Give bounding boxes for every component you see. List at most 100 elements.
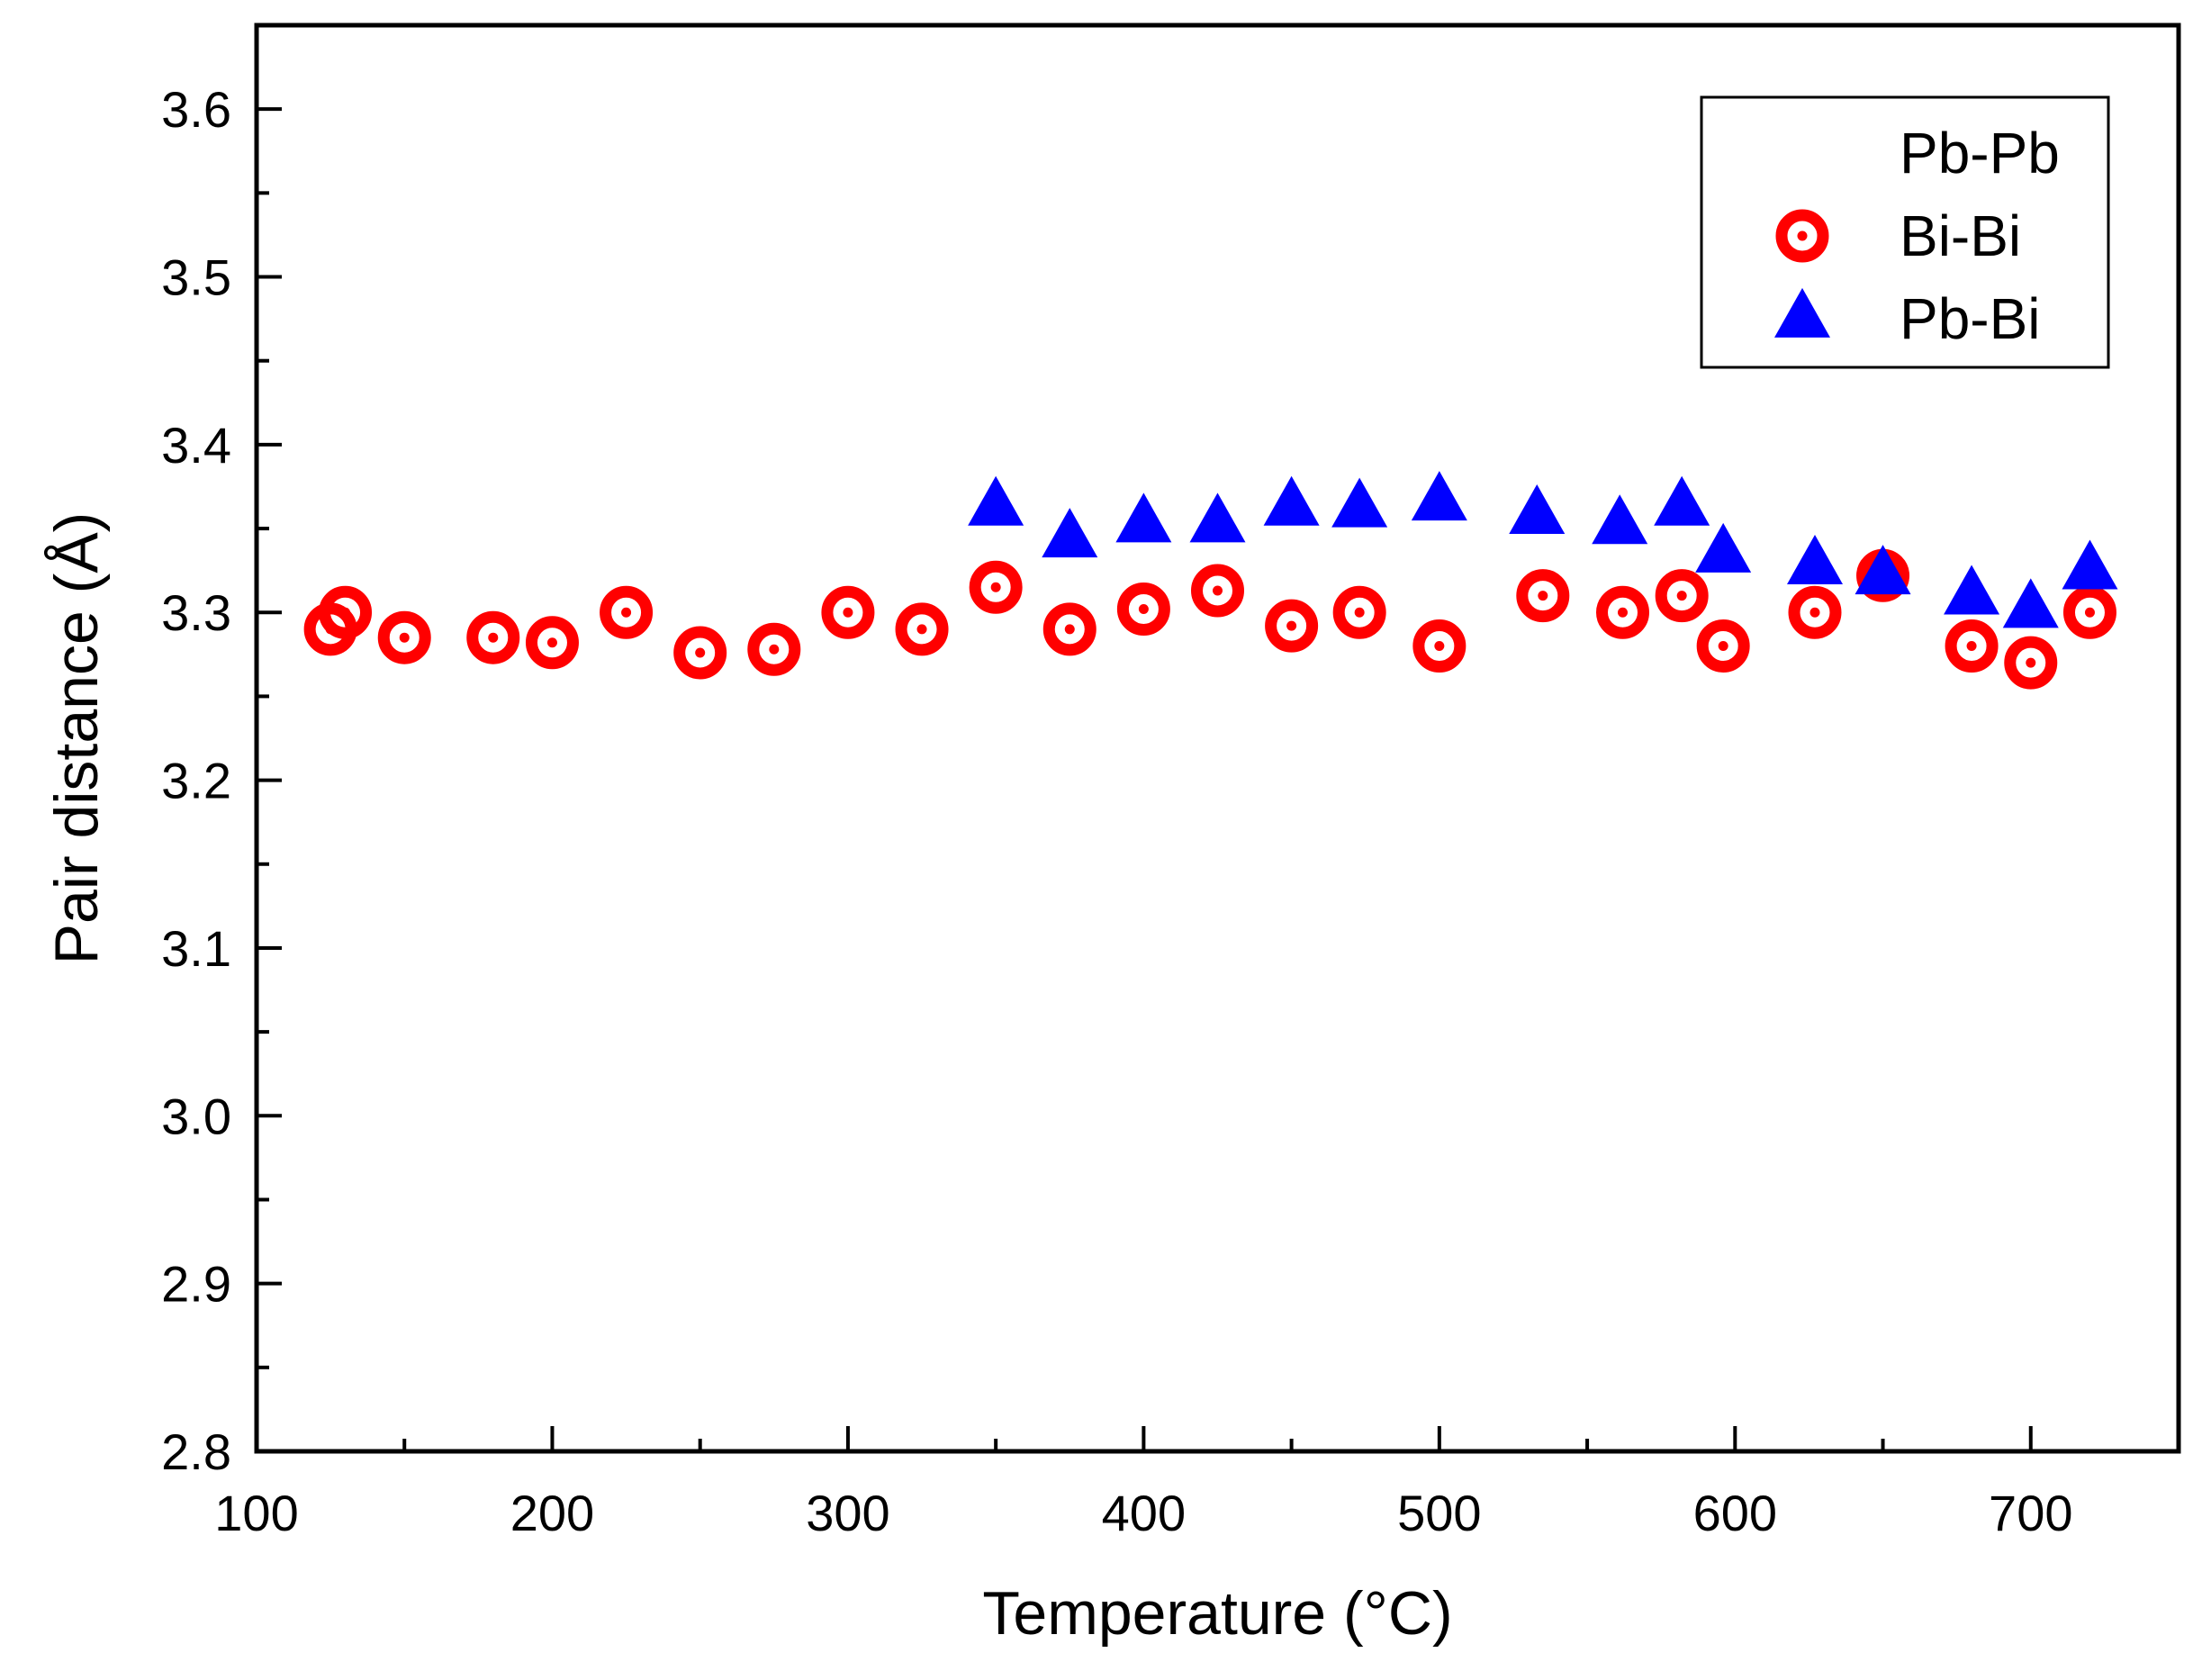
y-tick-label: 3.4 — [161, 417, 231, 474]
ring-outer — [377, 610, 431, 664]
point-bi-bi — [1945, 619, 1999, 673]
legend-label-bi-bi: Bi-Bi — [1900, 203, 2021, 268]
ring-dot — [2026, 657, 2036, 668]
point-bi-bi — [525, 616, 579, 670]
point-bi-bi — [1042, 602, 1096, 656]
point-bi-bi — [466, 610, 520, 664]
point-bi-bi — [1696, 619, 1750, 673]
ring-dot — [1434, 641, 1445, 652]
ring-dot — [916, 624, 927, 635]
y-tick-label: 3.0 — [161, 1088, 231, 1144]
ring-outer — [600, 585, 654, 639]
ring-outer — [1516, 569, 1570, 623]
point-pb-bi — [1592, 494, 1648, 545]
point-bi-bi — [2004, 636, 2058, 690]
ring-dot — [1966, 641, 1977, 652]
ring-outer — [1265, 599, 1319, 653]
ring-outer — [2004, 636, 2058, 690]
legend-label-pb-bi: Pb-Bi — [1900, 286, 2041, 351]
point-bi-bi — [1516, 569, 1570, 623]
ring-outer — [1655, 569, 1709, 623]
y-tick-label: 2.9 — [161, 1256, 231, 1313]
point-pb-bi — [1115, 492, 1172, 543]
point-bi-bi — [673, 626, 727, 680]
ring-dot — [695, 647, 706, 658]
ring-outer — [1412, 619, 1466, 673]
point-bi-bi — [1655, 569, 1709, 623]
point-bi-bi — [821, 585, 875, 639]
ring-outer — [1332, 585, 1386, 639]
ring-outer — [969, 560, 1023, 614]
ring-dot — [1213, 585, 1223, 596]
ring-outer — [1945, 619, 1999, 673]
point-bi-bi — [319, 585, 373, 639]
series-pb-bi — [968, 471, 2118, 628]
ring-outer — [673, 626, 727, 680]
y-tick-label: 3.3 — [161, 584, 231, 641]
y-tick-label: 3.6 — [161, 81, 231, 138]
point-pb-bi — [1189, 492, 1246, 543]
ring-dot — [1138, 604, 1149, 615]
ring-dot — [399, 632, 410, 643]
ring-dot — [1617, 607, 1628, 618]
legend-symbol-bi-bi — [1775, 209, 1829, 263]
x-tick-label: 600 — [1693, 1485, 1777, 1541]
ring-outer — [1696, 619, 1750, 673]
ring-dot — [546, 637, 557, 648]
x-tick-label: 300 — [806, 1485, 889, 1541]
ring-dot — [621, 607, 632, 618]
point-pb-bi — [1331, 477, 1388, 528]
point-pb-bi — [968, 475, 1024, 526]
y-axis-title: Pair distance (Å) — [42, 512, 111, 965]
ring-dot — [843, 607, 853, 618]
ring-outer — [1191, 564, 1244, 618]
ring-outer — [466, 610, 520, 664]
point-pb-bi — [1263, 475, 1320, 526]
point-bi-bi — [600, 585, 654, 639]
ring-dot — [769, 644, 780, 655]
ring-dot — [1676, 591, 1687, 601]
x-tick-label: 500 — [1397, 1485, 1481, 1541]
y-tick-label: 3.2 — [161, 753, 231, 809]
ring-outer — [1595, 585, 1649, 639]
y-tick-label: 3.1 — [161, 920, 231, 977]
legend-box — [1700, 95, 2110, 369]
ring-dot — [2084, 607, 2095, 618]
ring-outer — [1116, 583, 1170, 637]
x-tick-label: 100 — [214, 1485, 298, 1541]
ring-dot — [1809, 607, 1820, 618]
point-pb-bi — [1855, 545, 1911, 595]
point-bi-bi — [895, 602, 949, 656]
x-axis-title: Temperature (°C) — [982, 1579, 1452, 1648]
ring-dot — [1064, 624, 1075, 635]
point-bi-bi — [747, 622, 801, 676]
point-pb-bi — [1654, 475, 1710, 526]
y-tick-label: 2.8 — [161, 1423, 231, 1480]
point-pb-bi — [2002, 578, 2059, 628]
ring-outer — [1042, 602, 1096, 656]
point-pb-bi — [1042, 508, 1098, 558]
x-tick-label: 700 — [1989, 1485, 2072, 1541]
x-tick-label: 400 — [1102, 1485, 1186, 1541]
y-tick-label: 3.5 — [161, 249, 231, 306]
point-bi-bi — [1595, 585, 1649, 639]
point-bi-bi — [1116, 583, 1170, 637]
point-bi-bi — [1332, 585, 1386, 639]
ring-dot — [1538, 591, 1548, 601]
ring-dot — [1797, 230, 1808, 241]
ring-dot — [488, 632, 499, 643]
point-pb-bi — [1786, 534, 1843, 584]
legend-symbol-pb-bi — [1774, 287, 1830, 338]
plot-frame — [254, 23, 2181, 1454]
point-bi-bi — [1265, 599, 1319, 653]
point-pb-bi — [1944, 565, 2000, 615]
point-bi-bi — [1191, 564, 1244, 618]
point-pb-bi — [2062, 539, 2118, 590]
point-pb-bi — [1695, 522, 1752, 573]
legend-label-pb-pb: Pb-Pb — [1900, 121, 2060, 185]
point-bi-bi — [969, 560, 1023, 614]
x-tick-label: 200 — [510, 1485, 594, 1541]
ring-dot — [1354, 607, 1365, 618]
ring-dot — [340, 607, 351, 618]
